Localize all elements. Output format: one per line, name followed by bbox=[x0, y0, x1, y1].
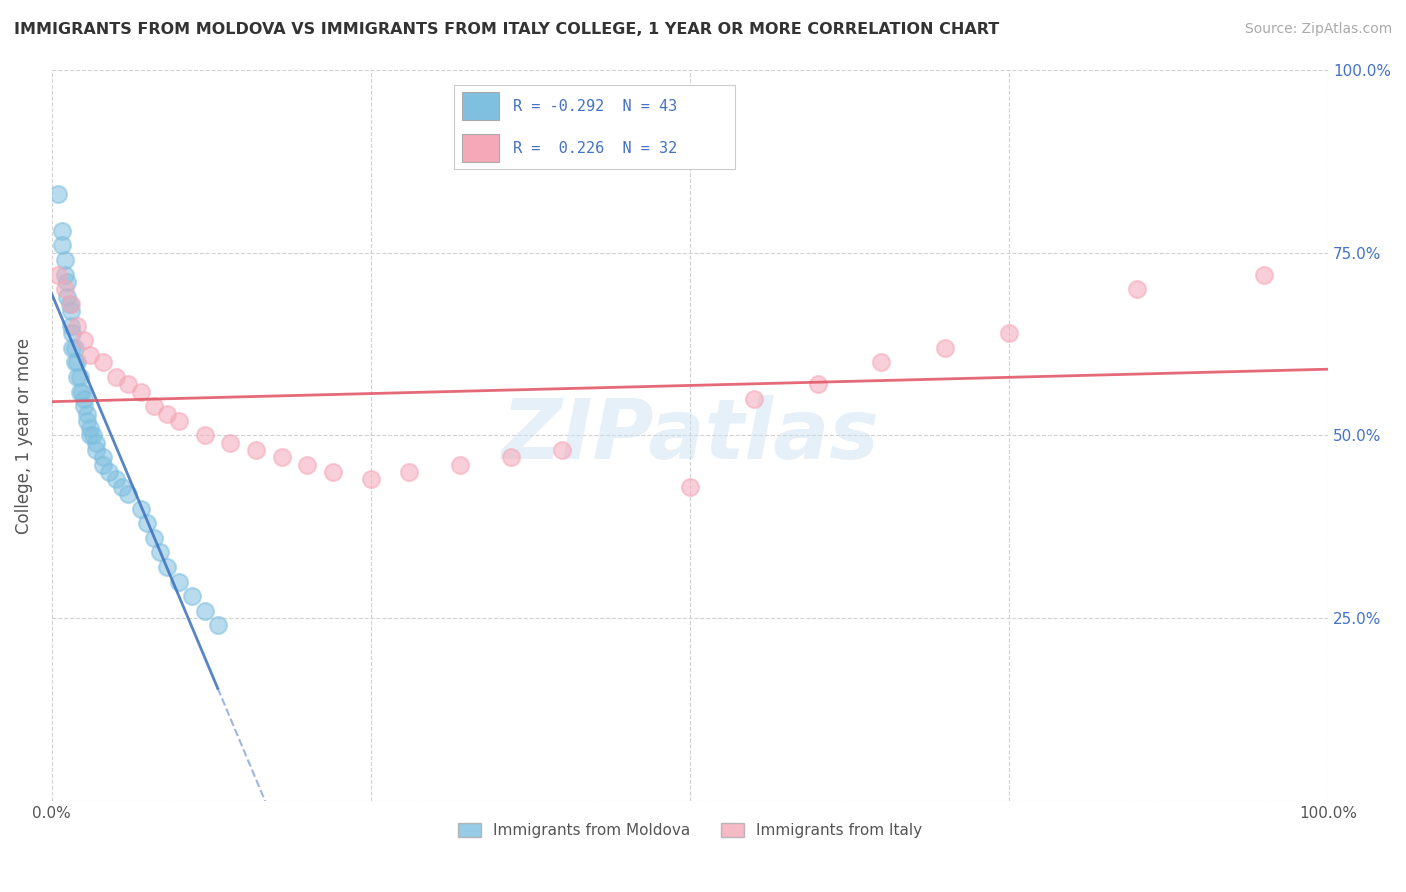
Point bbox=[934, 341, 956, 355]
Point bbox=[194, 604, 217, 618]
Point bbox=[1253, 268, 1275, 282]
Point bbox=[360, 472, 382, 486]
Point bbox=[156, 560, 179, 574]
Point bbox=[136, 516, 159, 531]
Point bbox=[270, 450, 292, 465]
Point bbox=[66, 318, 89, 333]
Point bbox=[91, 355, 114, 369]
Point bbox=[69, 370, 91, 384]
Point bbox=[59, 304, 82, 318]
Point bbox=[142, 531, 165, 545]
Point bbox=[806, 377, 828, 392]
Point bbox=[86, 435, 108, 450]
Point bbox=[66, 370, 89, 384]
Point bbox=[56, 275, 79, 289]
Point bbox=[91, 450, 114, 465]
Point bbox=[870, 355, 893, 369]
Point bbox=[79, 421, 101, 435]
Point bbox=[398, 465, 420, 479]
Text: IMMIGRANTS FROM MOLDOVA VS IMMIGRANTS FROM ITALY COLLEGE, 1 YEAR OR MORE CORRELA: IMMIGRANTS FROM MOLDOVA VS IMMIGRANTS FR… bbox=[14, 22, 1000, 37]
Point bbox=[63, 341, 86, 355]
Point bbox=[111, 480, 134, 494]
Point bbox=[73, 334, 96, 348]
Point bbox=[104, 370, 127, 384]
Point bbox=[73, 392, 96, 406]
Point bbox=[117, 487, 139, 501]
Text: Source: ZipAtlas.com: Source: ZipAtlas.com bbox=[1244, 22, 1392, 37]
Legend: Immigrants from Moldova, Immigrants from Italy: Immigrants from Moldova, Immigrants from… bbox=[451, 817, 928, 845]
Point bbox=[449, 458, 471, 472]
Point bbox=[60, 326, 83, 340]
Point bbox=[104, 472, 127, 486]
Point bbox=[59, 318, 82, 333]
Point bbox=[76, 407, 98, 421]
Point bbox=[742, 392, 765, 406]
Point bbox=[501, 450, 523, 465]
Point bbox=[142, 399, 165, 413]
Point bbox=[82, 428, 104, 442]
Point bbox=[1125, 282, 1147, 296]
Point bbox=[69, 384, 91, 399]
Point bbox=[51, 238, 73, 252]
Point bbox=[129, 501, 152, 516]
Point bbox=[156, 407, 179, 421]
Point bbox=[169, 574, 191, 589]
Point bbox=[149, 545, 172, 559]
Point bbox=[295, 458, 318, 472]
Point bbox=[72, 384, 94, 399]
Point bbox=[63, 355, 86, 369]
Y-axis label: College, 1 year or more: College, 1 year or more bbox=[15, 337, 32, 533]
Point bbox=[181, 589, 204, 603]
Point bbox=[60, 341, 83, 355]
Point bbox=[46, 187, 69, 202]
Point bbox=[66, 355, 89, 369]
Point bbox=[129, 384, 152, 399]
Point bbox=[53, 268, 76, 282]
Point bbox=[46, 268, 69, 282]
Point bbox=[998, 326, 1021, 340]
Point bbox=[79, 428, 101, 442]
Point bbox=[169, 414, 191, 428]
Point bbox=[53, 253, 76, 268]
Point bbox=[322, 465, 344, 479]
Point bbox=[59, 297, 82, 311]
Point bbox=[679, 480, 702, 494]
Point bbox=[551, 443, 574, 458]
Point bbox=[51, 224, 73, 238]
Point bbox=[194, 428, 217, 442]
Text: ZIPatlas: ZIPatlas bbox=[501, 395, 879, 476]
Point bbox=[73, 399, 96, 413]
Point bbox=[56, 290, 79, 304]
Point bbox=[117, 377, 139, 392]
Point bbox=[59, 297, 82, 311]
Point bbox=[76, 414, 98, 428]
Point bbox=[219, 435, 242, 450]
Point bbox=[91, 458, 114, 472]
Point bbox=[245, 443, 267, 458]
Point bbox=[53, 282, 76, 296]
Point bbox=[86, 443, 108, 458]
Point bbox=[207, 618, 229, 632]
Point bbox=[79, 348, 101, 362]
Point bbox=[98, 465, 121, 479]
